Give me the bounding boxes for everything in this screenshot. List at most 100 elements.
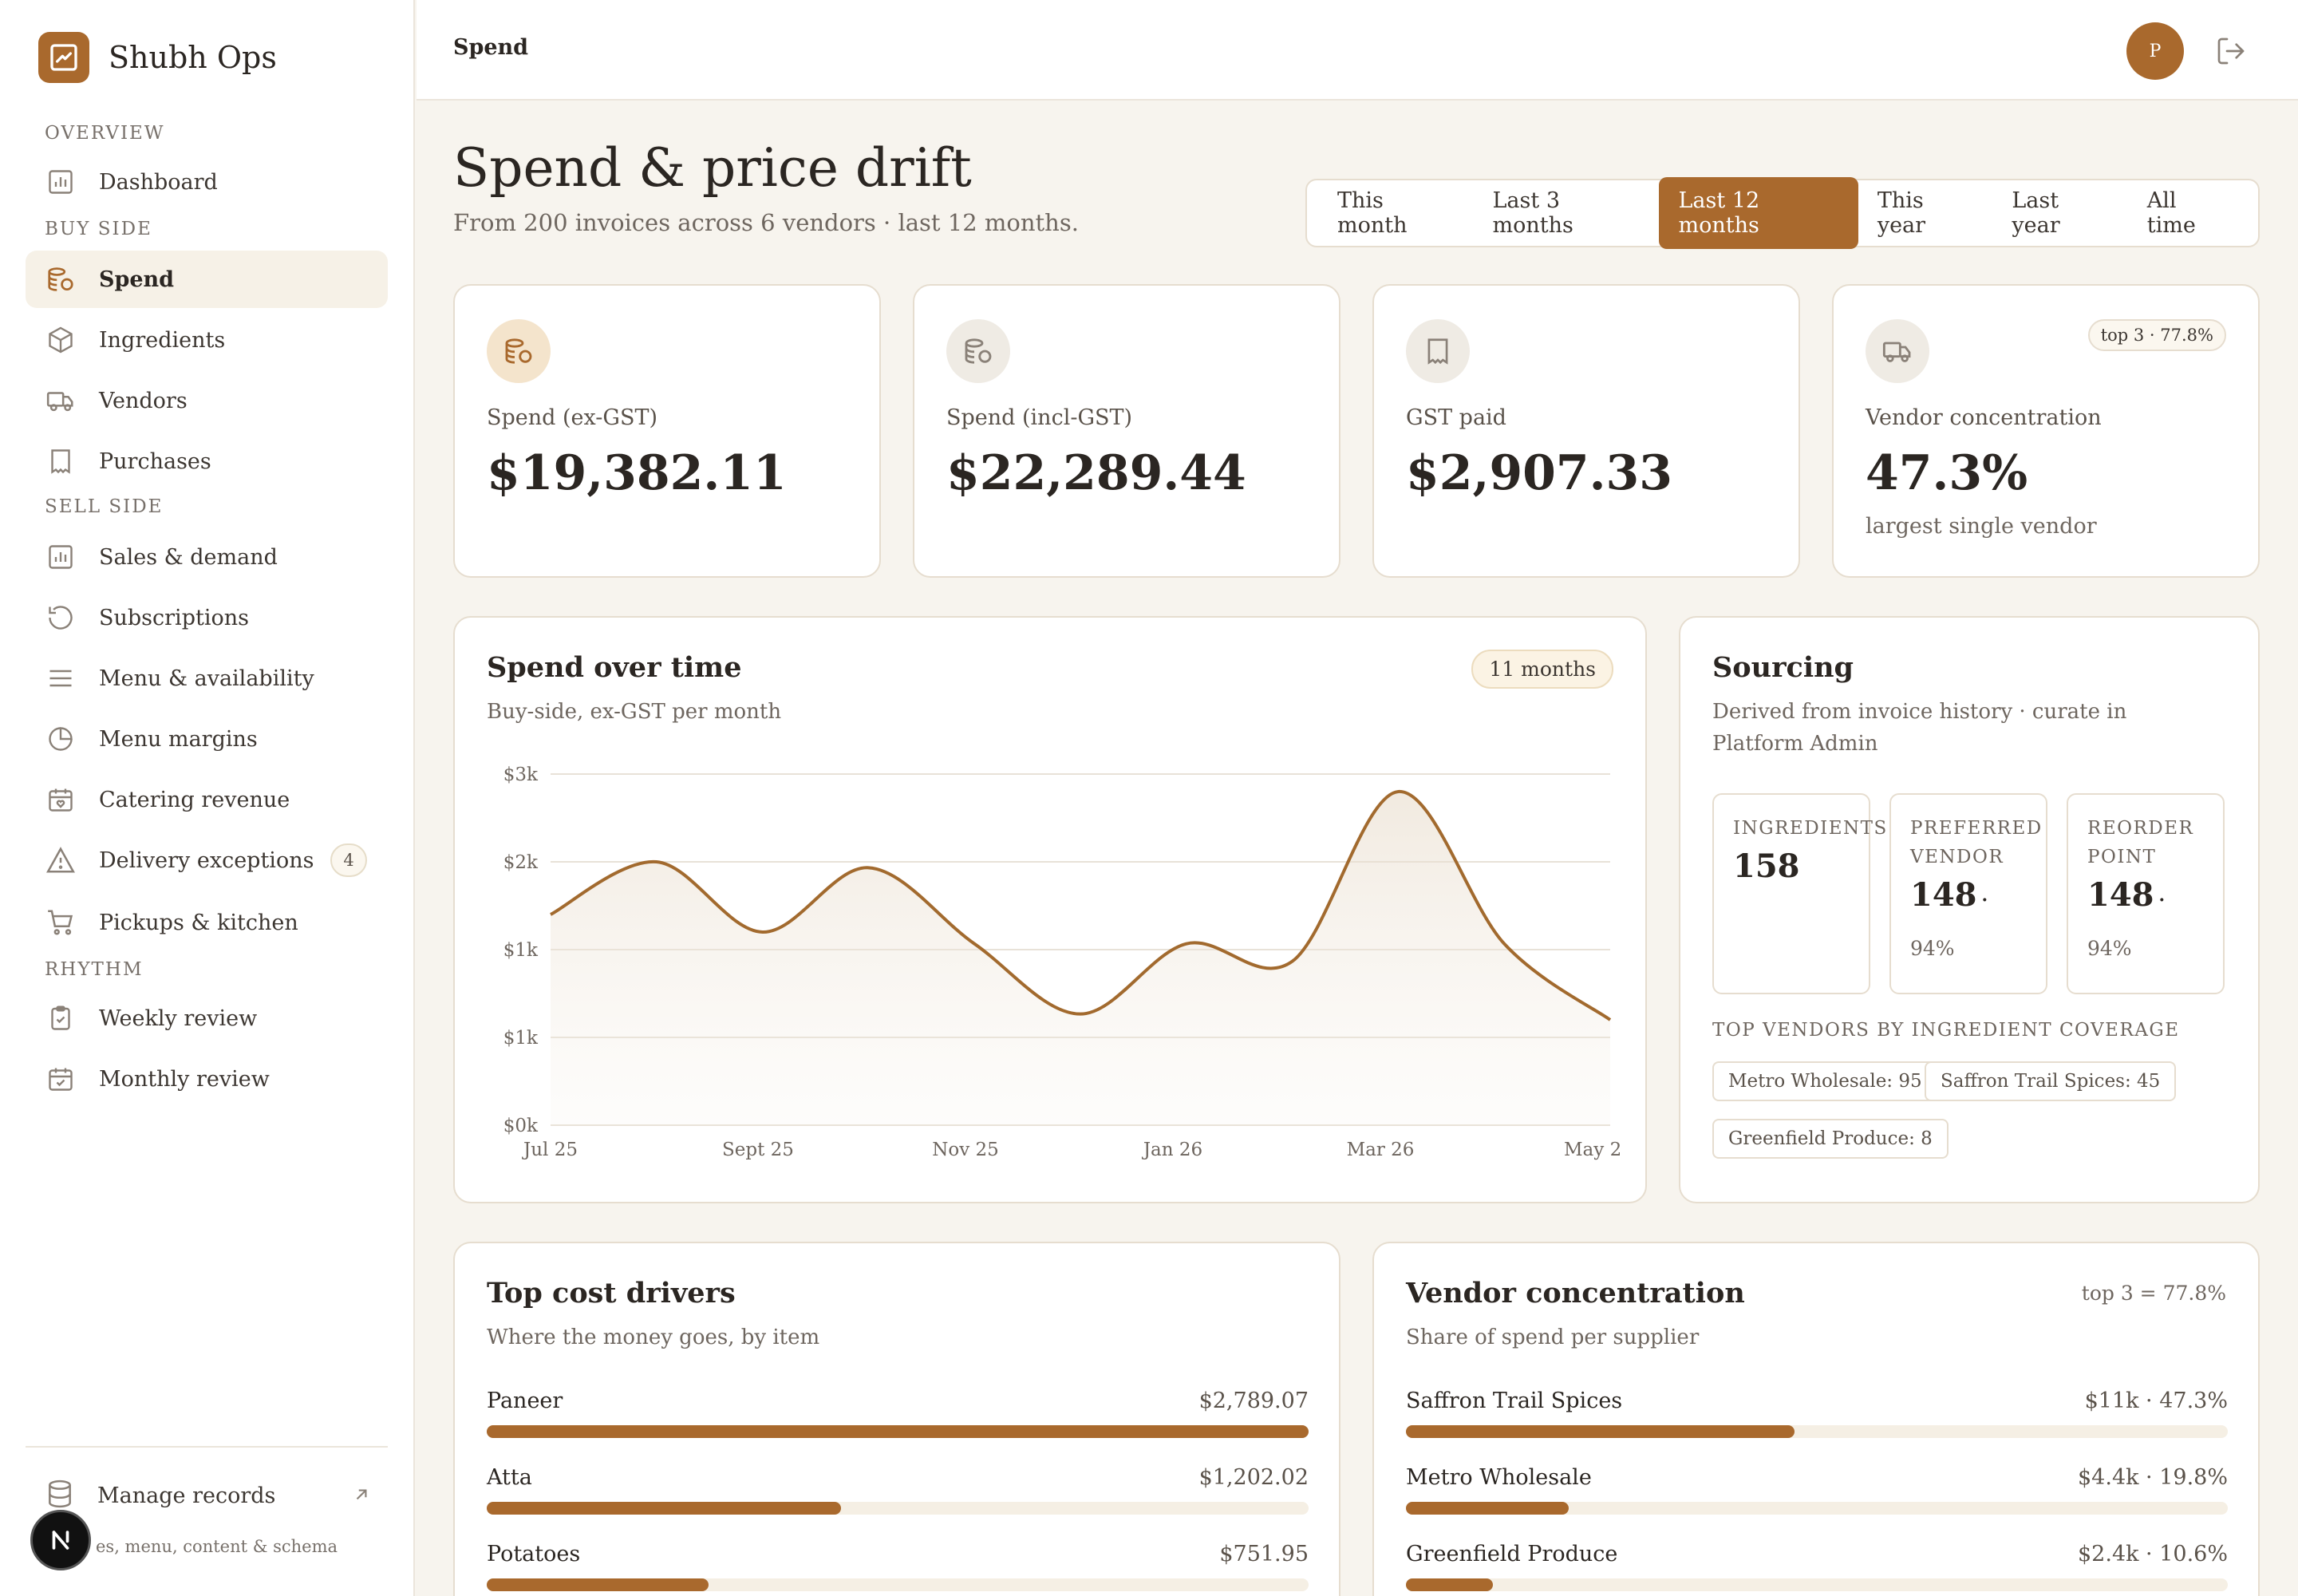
database-icon: [45, 1479, 75, 1512]
row-label: Atta: [487, 1465, 532, 1490]
sidebar-item-ingredients[interactable]: Ingredients: [26, 311, 388, 369]
sidebar-item-menu-margins[interactable]: Menu margins: [26, 710, 388, 768]
row-label: Potatoes: [487, 1542, 581, 1566]
vendor-row: Greenfield Produce $2.4k · 10.6%: [1406, 1542, 2228, 1596]
row-amount: $4.4k · 19.8%: [2078, 1465, 2228, 1490]
kpi-value: 47.3%: [1866, 445, 2028, 501]
stat-label: INGREDIENTS: [1733, 818, 1888, 839]
sidebar-item-label: Menu & availability: [99, 666, 314, 691]
x-tick-label: May 2: [1564, 1140, 1621, 1160]
sidebar-item-weekly-review[interactable]: Weekly review: [26, 990, 388, 1047]
sidebar-item-monthly-review[interactable]: Monthly review: [26, 1050, 388, 1108]
kpi-card-spend-ex-gst: Spend (ex-GST) $19,382.11: [453, 284, 881, 578]
calendar-heart-icon: [45, 784, 77, 816]
card-title: Sourcing: [1712, 651, 1854, 684]
kpi-value: $22,289.44: [946, 445, 1246, 501]
vendor-tag: Saffron Trail Spices: 45: [1925, 1061, 2177, 1101]
kpi-label: Vendor concentration: [1866, 405, 2102, 430]
vendor-tag: Metro Wholesale: 95: [1712, 1061, 1938, 1101]
page-title: Spend & price drift: [453, 137, 972, 199]
sidebar-item-spend[interactable]: Spend: [26, 251, 388, 308]
sourcing-card: Sourcing Derived from invoice history · …: [1679, 616, 2260, 1203]
months-badge: 11 months: [1471, 650, 1613, 689]
stat-value: 148 ·: [1910, 876, 1988, 914]
spend-over-time-card: Spend over time Buy-side, ex-GST per mon…: [453, 616, 1647, 1203]
sidebar: Shubh Ops OVERVIEW Dashboard BUY SIDE Sp…: [0, 0, 415, 1596]
spend-chart: $3k $2k $1k $1k $0k Jul 25 Sept 25 Nov 25 Jan 2…: [503, 764, 1621, 1160]
sidebar-divider: [26, 1446, 388, 1448]
sidebar-item-catering-revenue[interactable]: Catering revenue: [26, 771, 388, 828]
truck-icon: [45, 385, 77, 417]
range-last-12-months[interactable]: Last 12 months: [1659, 177, 1858, 249]
stat-percent: 94%: [1910, 937, 1955, 960]
sidebar-item-label: Menu margins: [99, 726, 258, 752]
y-tick-label: $2k: [503, 852, 539, 873]
package-icon: [45, 324, 77, 356]
y-tick-label: $3k: [503, 764, 539, 785]
n-logo-icon[interactable]: [30, 1510, 91, 1570]
vendor-concentration-card: Vendor concentration Share of spend per …: [1372, 1242, 2260, 1596]
kpi-card-gst-paid: GST paid $2,907.33: [1372, 284, 1800, 578]
avatar[interactable]: P: [2126, 22, 2184, 80]
card-title: Top cost drivers: [487, 1277, 736, 1310]
bar-fill: [487, 1578, 709, 1591]
sidebar-item-menu-availability[interactable]: Menu & availability: [26, 650, 388, 707]
coins-icon: [946, 319, 1010, 383]
bar-track: [1406, 1502, 2228, 1515]
sidebar-item-sales-demand[interactable]: Sales & demand: [26, 528, 388, 586]
sidebar-item-vendors[interactable]: Vendors: [26, 372, 388, 429]
brand[interactable]: Shubh Ops: [38, 32, 277, 83]
sidebar-item-label: Weekly review: [99, 1005, 258, 1031]
sidebar-item-label: Pickups & kitchen: [99, 910, 298, 935]
top-cost-drivers-card: Top cost drivers Where the money goes, b…: [453, 1242, 1340, 1596]
bar-chart-icon: [45, 166, 77, 198]
coins-icon: [487, 319, 551, 383]
page-subtitle: From 200 invoices across 6 vendors · las…: [453, 209, 1079, 236]
arrow-up-right-icon: [351, 1484, 372, 1508]
refresh-icon: [45, 602, 77, 634]
pie-chart-icon: [45, 723, 77, 755]
row-amount: $2,789.07: [1198, 1389, 1309, 1413]
sidebar-item-label: Spend: [99, 267, 175, 292]
x-tick-label: Jul 25: [522, 1140, 578, 1160]
bar-fill: [1406, 1425, 1795, 1438]
cost-driver-row: Atta $1,202.02: [487, 1465, 1309, 1521]
x-tick-label: Sept 25: [722, 1140, 794, 1160]
sidebar-item-label: Dashboard: [99, 169, 218, 195]
stat-label: REORDER POINT: [2087, 818, 2194, 867]
range-all-time[interactable]: All time: [2146, 188, 2196, 238]
top-vendors-heading: TOP VENDORS BY INGREDIENT COVERAGE: [1712, 1020, 2180, 1041]
card-title: Spend over time: [487, 651, 742, 684]
sidebar-item-delivery-exceptions[interactable]: Delivery exceptions 4: [26, 832, 388, 889]
card-title: Vendor concentration: [1406, 1277, 1745, 1310]
row-label: Paneer: [487, 1389, 563, 1413]
sidebar-item-pickups-kitchen[interactable]: Pickups & kitchen: [26, 894, 388, 951]
sidebar-item-label: Subscriptions: [99, 605, 249, 630]
stat-percent: 94%: [2087, 937, 2132, 960]
receipt-icon: [1406, 319, 1470, 383]
logout-icon[interactable]: [2215, 35, 2247, 70]
row-amount: $11k · 47.3%: [2084, 1389, 2228, 1413]
sidebar-item-dashboard[interactable]: Dashboard: [26, 153, 388, 211]
bar-fill: [1406, 1502, 1569, 1515]
cost-driver-row: Potatoes $751.95: [487, 1542, 1309, 1596]
manage-records-link[interactable]: Manage records: [45, 1476, 372, 1515]
bar-fill: [487, 1502, 841, 1515]
manage-records-subtext: es, menu, content & schema: [96, 1537, 338, 1556]
truck-icon: [1866, 319, 1929, 383]
kpi-note: largest single vendor: [1866, 514, 2097, 539]
sidebar-item-purchases[interactable]: Purchases: [26, 433, 388, 490]
sidebar-item-label: Catering revenue: [99, 787, 290, 812]
range-this-month[interactable]: This month: [1337, 188, 1408, 238]
sidebar-item-subscriptions[interactable]: Subscriptions: [26, 589, 388, 646]
range-last-3-months[interactable]: Last 3 months: [1492, 188, 1573, 238]
card-subtitle: Share of spend per supplier: [1406, 1325, 1700, 1349]
kpi-label: Spend (ex-GST): [487, 405, 658, 430]
bar-track: [1406, 1425, 2228, 1438]
clipboard-check-icon: [45, 1002, 77, 1034]
range-this-year[interactable]: This year: [1877, 188, 1926, 238]
range-last-year[interactable]: Last year: [2012, 188, 2060, 238]
card-subtitle: Where the money goes, by item: [487, 1325, 820, 1349]
bar-chart-icon: [45, 541, 77, 573]
x-tick-label: Mar 26: [1347, 1140, 1415, 1160]
